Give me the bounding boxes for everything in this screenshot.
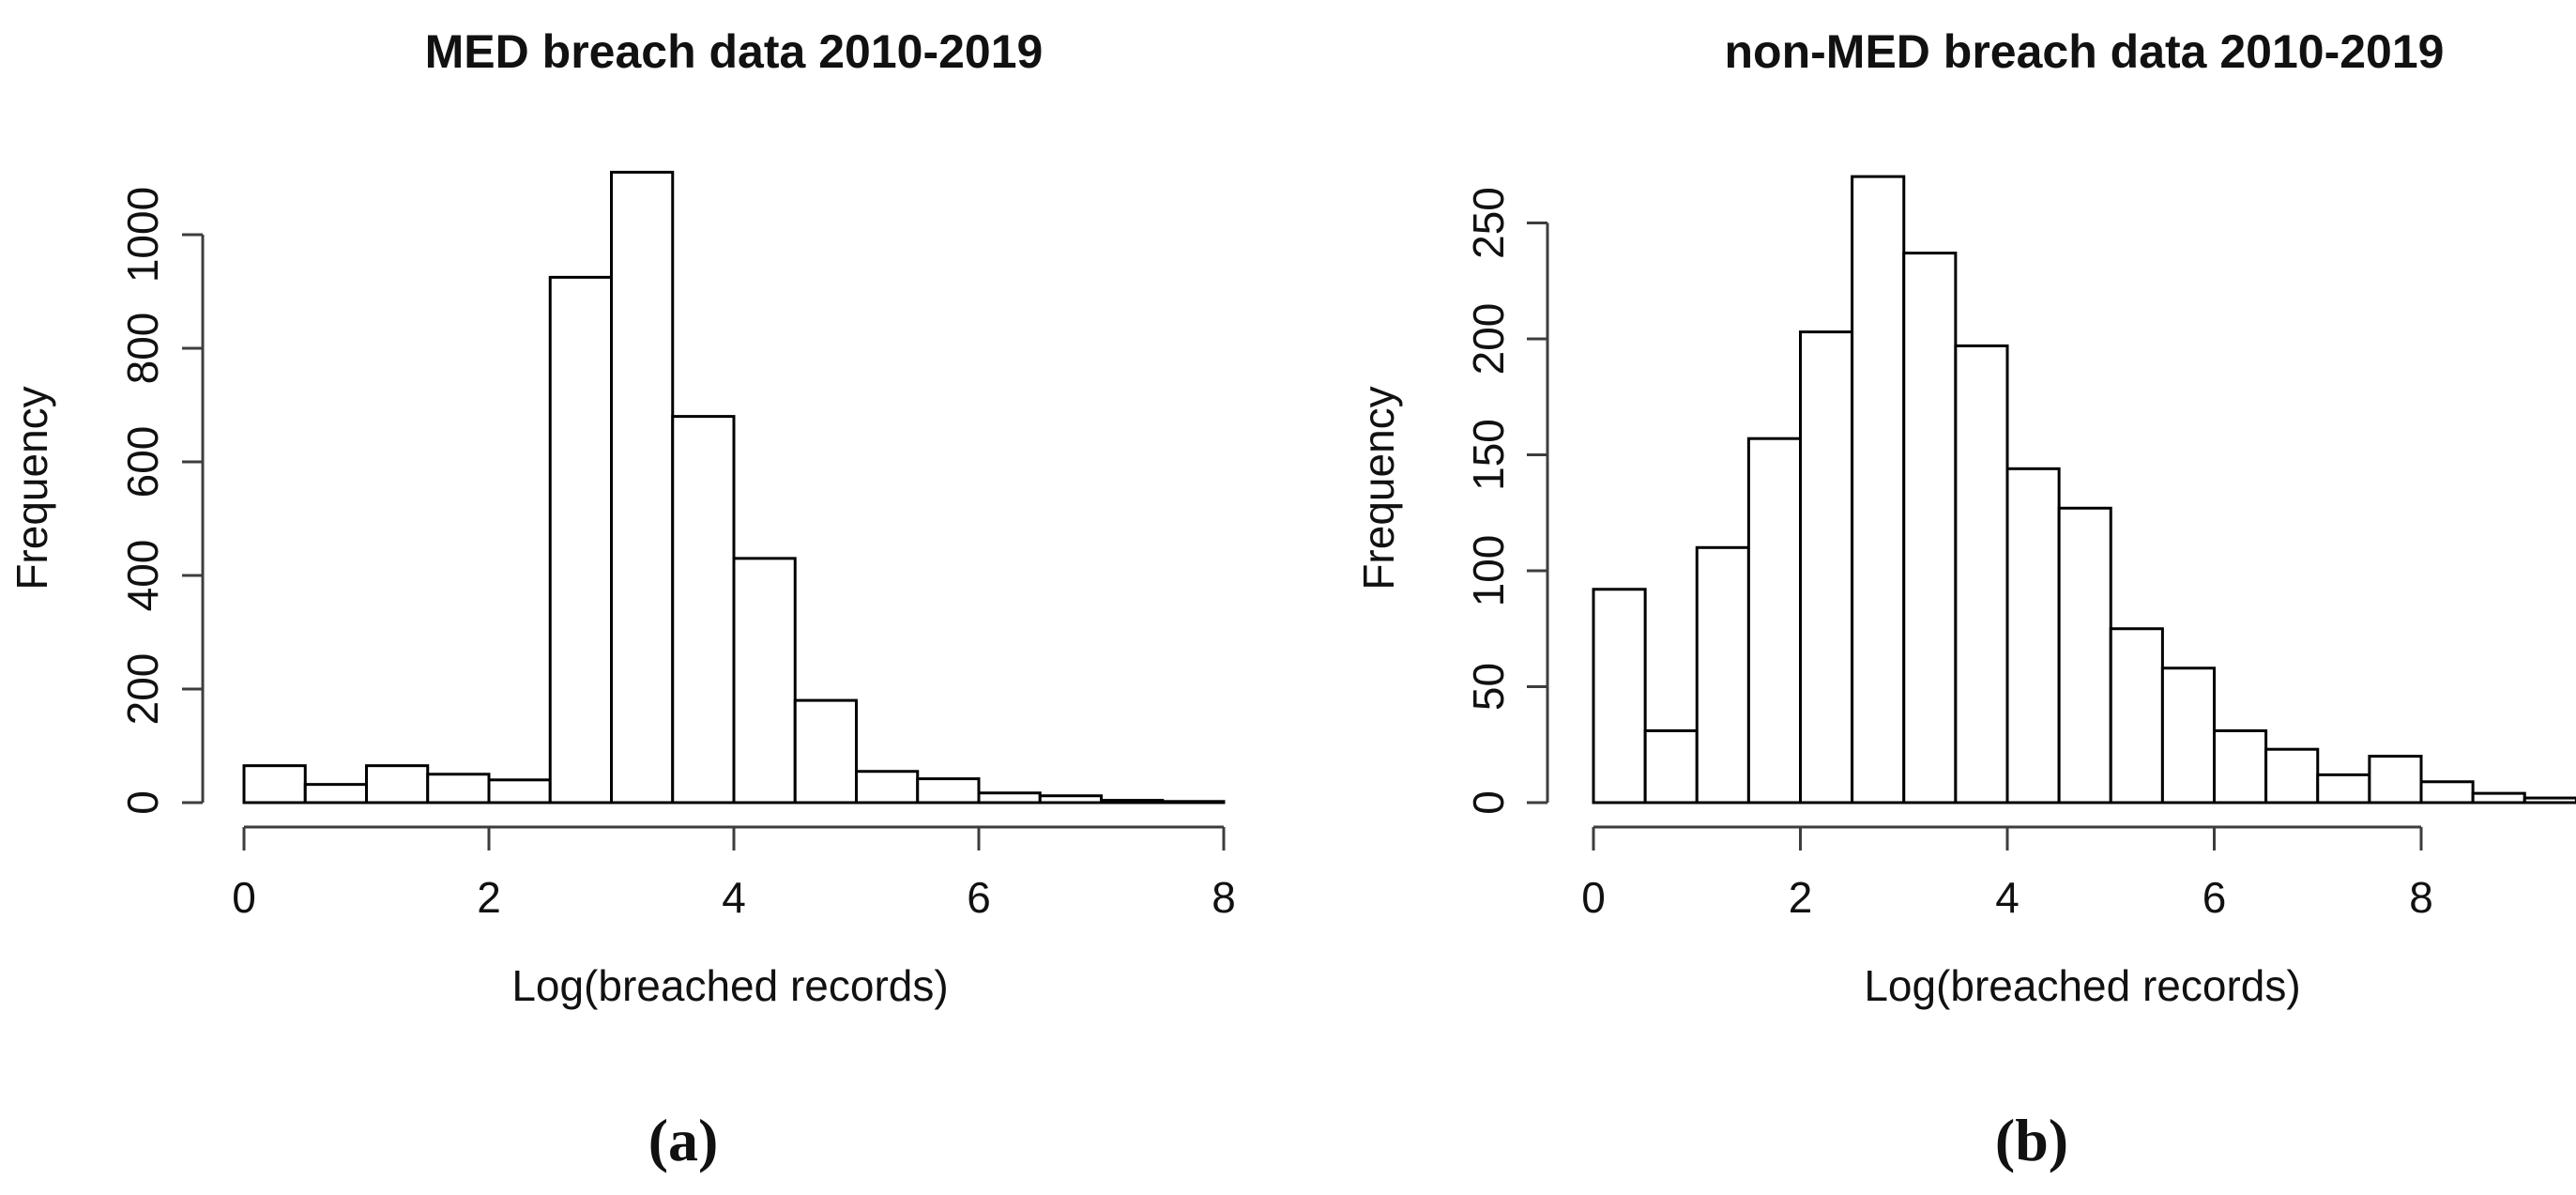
y-tick-label: 200: [1464, 303, 1513, 375]
histogram-bar: [487, 778, 552, 804]
y-tick-label: 1000: [118, 187, 167, 283]
histogram-bar: [303, 783, 368, 804]
x-tick-label: 0: [1581, 873, 1606, 922]
histogram-bar: [610, 170, 675, 804]
panel-label-b: (b): [1995, 1107, 2068, 1173]
histogram-bar: [365, 764, 430, 804]
histogram-bar: [548, 275, 613, 804]
y-tick-label: 600: [118, 426, 167, 498]
x-tick-label: 6: [967, 873, 991, 922]
histogram-bar: [916, 777, 981, 804]
x-tick-label: 4: [1995, 873, 2020, 922]
histogram-bar: [732, 557, 797, 804]
x-tick-label: 2: [477, 873, 501, 922]
histogram-bar: [1746, 437, 1803, 804]
histogram-bar: [2523, 796, 2576, 804]
histogram-bar: [2419, 780, 2475, 804]
histogram-bar: [1695, 545, 1750, 804]
histogram-bar: [1954, 344, 2009, 804]
panel-b: non-MED breach data 2010-2019 Frequency …: [1288, 0, 2576, 1195]
histogram-bar: [2213, 728, 2268, 804]
histogram-bar: [2368, 755, 2423, 804]
histogram-bar: [1643, 728, 1699, 804]
y-tick-label: 100: [1464, 535, 1513, 607]
bars-b: [1592, 175, 2576, 804]
y-tick-label: 400: [118, 540, 167, 612]
histogram-bar: [793, 698, 858, 804]
histogram-bar: [2264, 747, 2320, 804]
x-tick-label: 4: [722, 873, 746, 922]
histogram-bar: [2005, 467, 2061, 804]
histogram-bar: [242, 764, 307, 804]
histogram-med: MED breach data 2010-2019 Frequency 0200…: [8, 25, 1236, 1173]
axes-b: 0 50 100 150 200 250 0 2 4 6 8: [1464, 187, 2433, 922]
histogram-bar: [426, 773, 491, 804]
histogram-bar: [1902, 252, 1958, 804]
histogram-bar: [1161, 800, 1226, 804]
y-tick-label: 250: [1464, 187, 1513, 259]
histogram-bar: [1100, 799, 1165, 804]
histogram-bar: [1038, 794, 1103, 804]
histogram-bar: [1592, 588, 1647, 804]
y-tick-label: 0: [1464, 790, 1513, 815]
x-tick-label: 8: [1212, 873, 1236, 922]
histogram-non-med: non-MED breach data 2010-2019 Frequency …: [1354, 25, 2576, 1173]
axes-a: 0 200 400 600 800 1000 0 2 4 6 8: [118, 187, 1236, 922]
chart-title-a: MED breach data 2010-2019: [425, 25, 1044, 78]
y-tick-label: 50: [1464, 663, 1513, 711]
x-tick-label: 8: [2409, 873, 2433, 922]
y-axis-label-b: Frequency: [1354, 386, 1403, 590]
panel-a: MED breach data 2010-2019 Frequency 0 200…: [8, 25, 1236, 1173]
histogram-bar: [855, 770, 920, 804]
x-axis-label-b: Log(breached records): [1864, 961, 2300, 1010]
x-tick-label: 6: [2203, 873, 2227, 922]
x-tick-label: 2: [1789, 873, 1813, 922]
y-tick-label: 200: [118, 653, 167, 726]
histogram-bar: [1799, 330, 1854, 804]
histogram-bar: [2316, 773, 2371, 804]
histogram-bar: [671, 415, 736, 804]
panel-label-a: (a): [648, 1107, 719, 1173]
histogram-bar: [977, 791, 1042, 804]
y-tick-label: 150: [1464, 419, 1513, 491]
histogram-bar: [2160, 666, 2217, 804]
y-tick-label: 0: [118, 790, 167, 815]
bars-a: [242, 170, 1226, 804]
chart-title-b: non-MED breach data 2010-2019: [1725, 25, 2445, 78]
x-axis-label-a: Log(breached records): [511, 961, 948, 1010]
histogram-bar: [2057, 506, 2112, 804]
y-tick-label: 800: [118, 313, 167, 385]
histogram-bar: [1851, 175, 1906, 804]
x-tick-label: 0: [232, 873, 256, 922]
histogram-bar: [2109, 627, 2164, 804]
y-axis-label-a: Frequency: [8, 386, 56, 590]
histogram-bar: [2471, 791, 2526, 804]
